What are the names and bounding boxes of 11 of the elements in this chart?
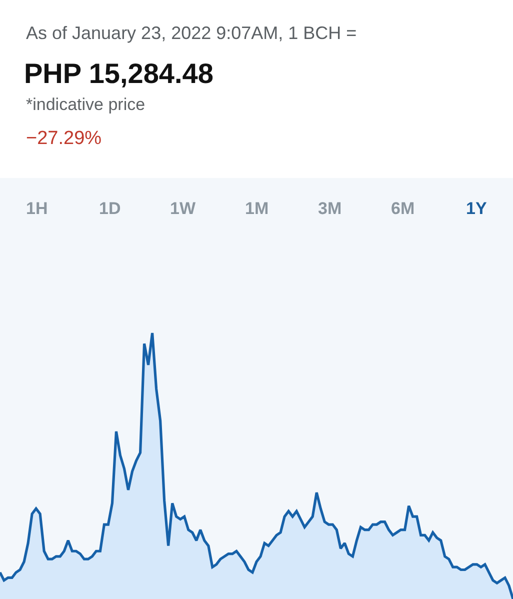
chart-title: PHP 15,284.48 [24, 58, 214, 89]
text: −27.29% [26, 128, 102, 149]
text: 6M [391, 199, 415, 218]
text: 1Y [466, 199, 488, 218]
text: 1H [26, 199, 48, 218]
chart-subtitle: As of January 23, 2022 9:07AM, 1 BCH = [26, 23, 357, 43]
text: 1W [170, 199, 196, 218]
text: 1M [245, 199, 269, 218]
text: 1D [99, 199, 121, 218]
text: 3M [318, 199, 342, 218]
text: *indicative price [26, 95, 146, 114]
